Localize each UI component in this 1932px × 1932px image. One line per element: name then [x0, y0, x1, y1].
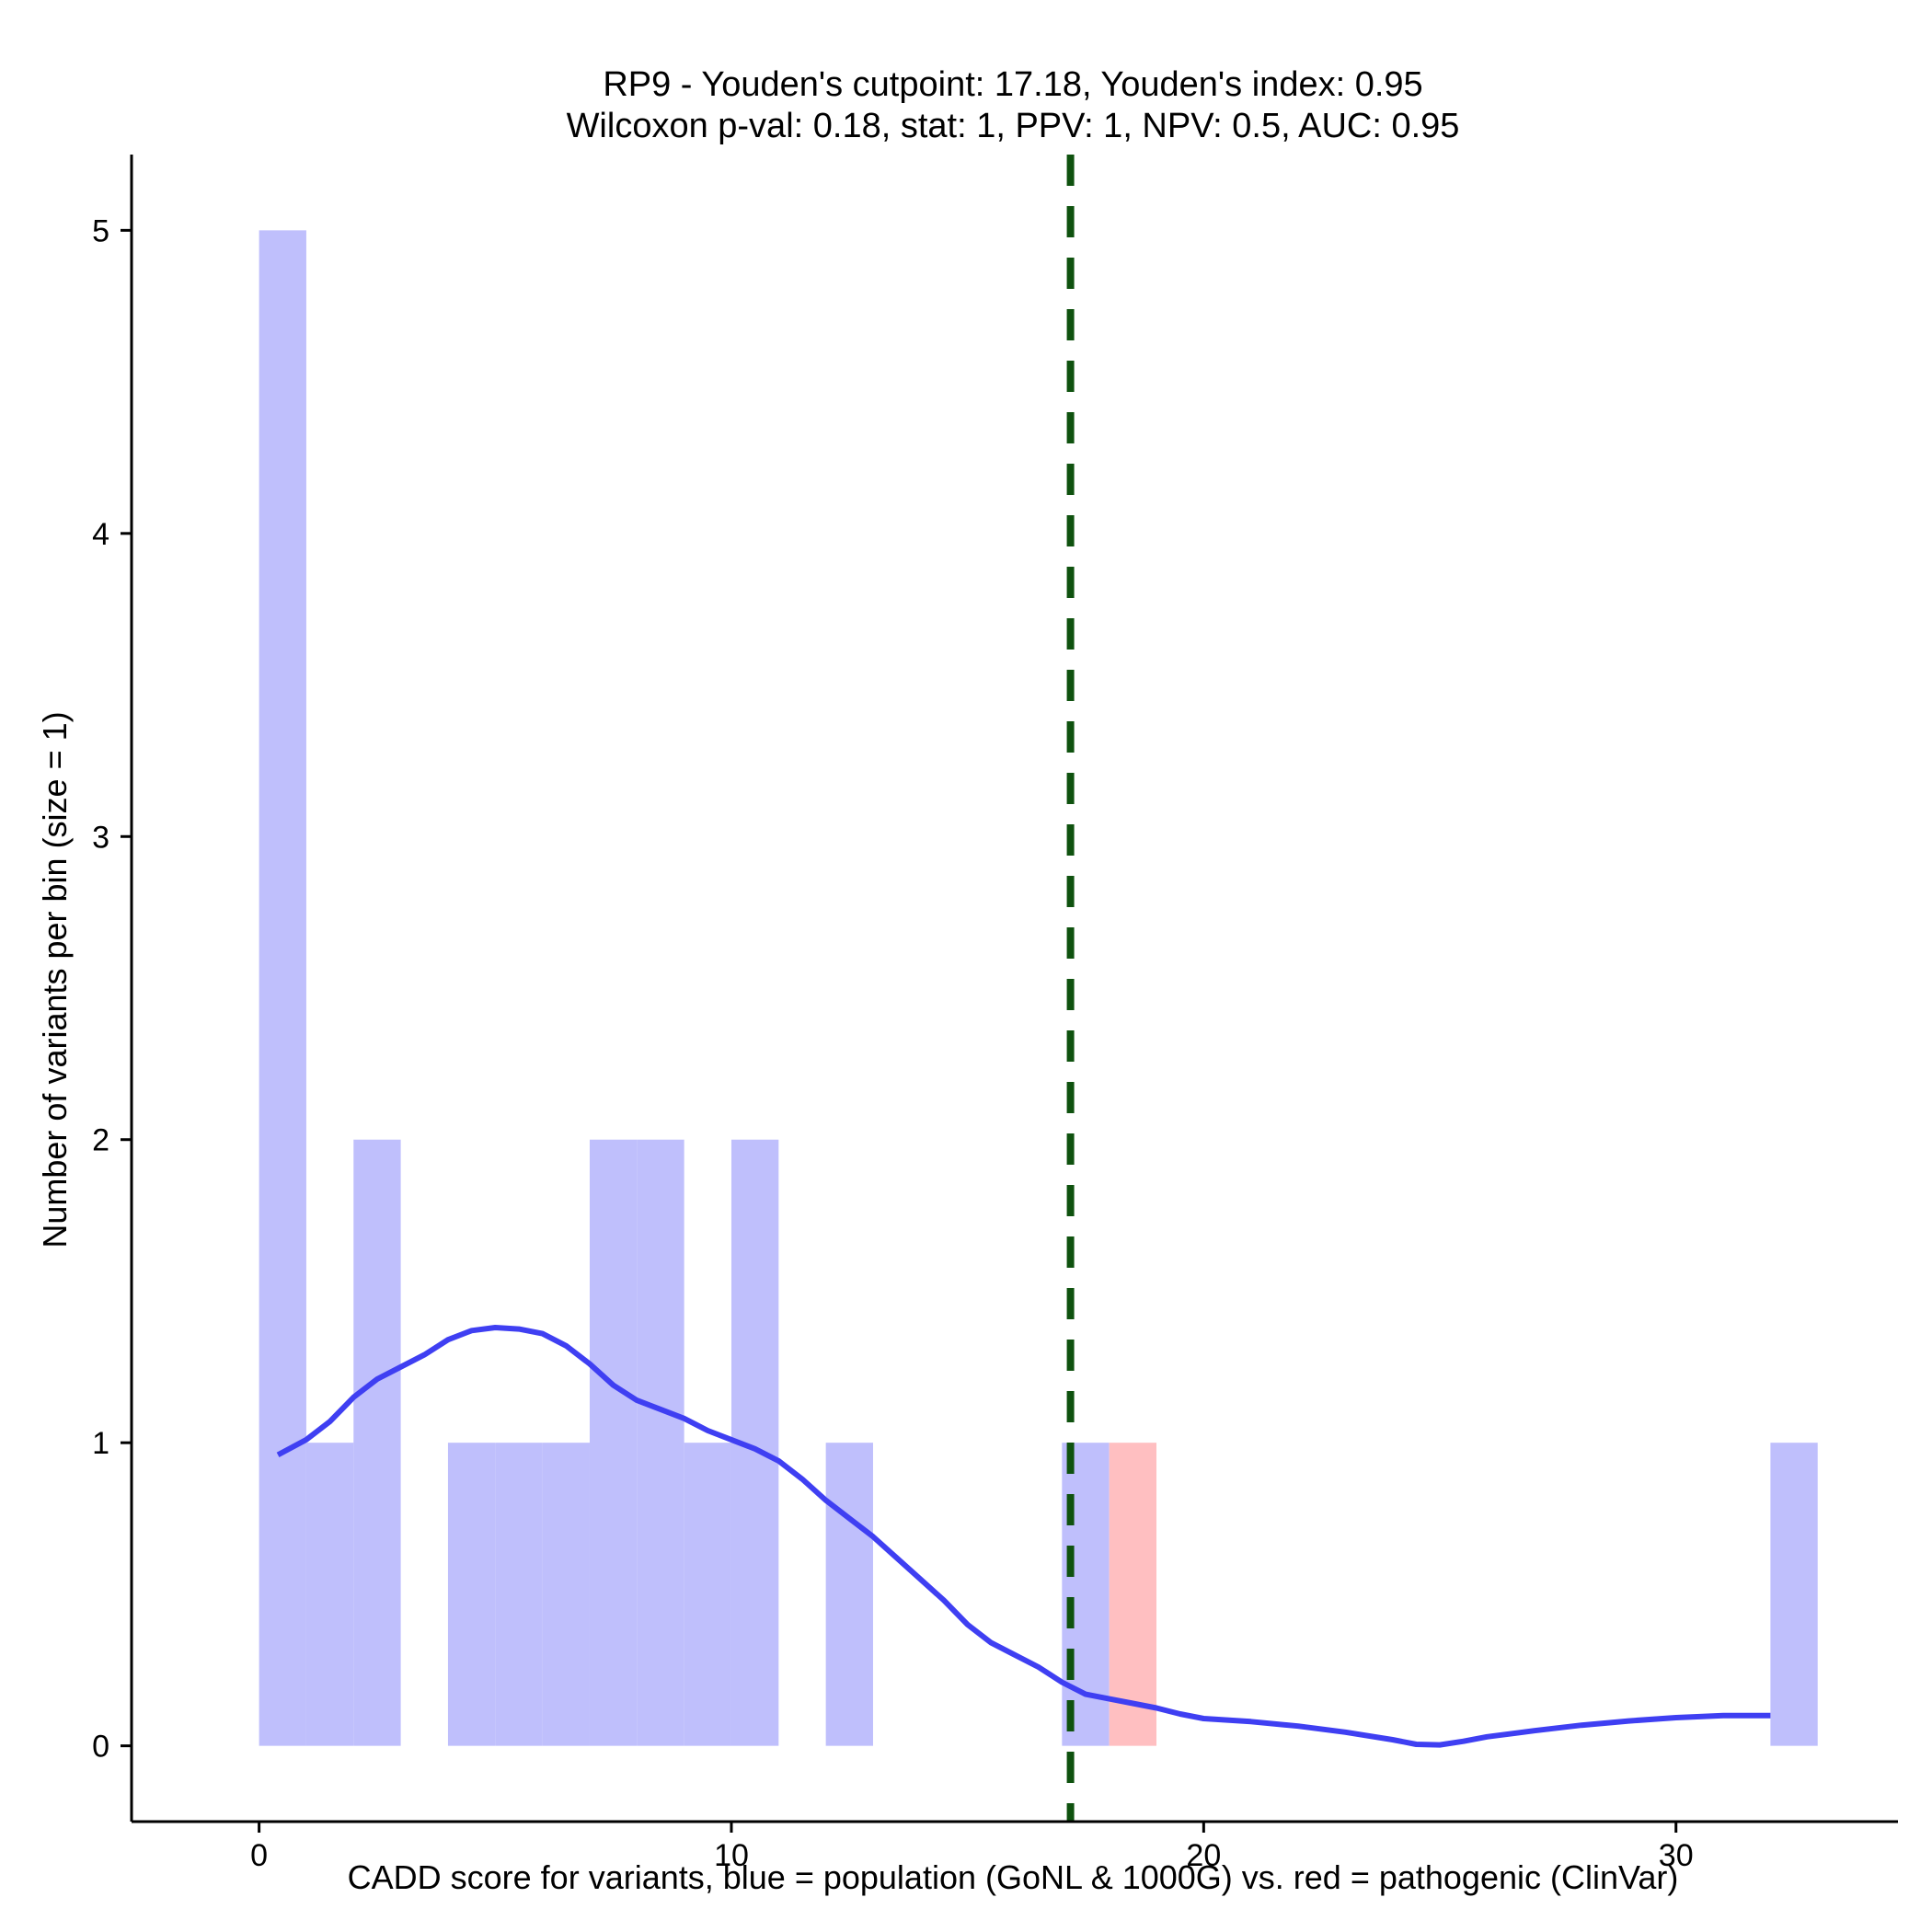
x-tick-label-20: 20 [1186, 1838, 1221, 1873]
y-tick-label-1: 1 [92, 1426, 109, 1461]
bar-population-32 [1770, 1443, 1818, 1746]
bar-population-9 [684, 1443, 731, 1746]
y-tick-label-5: 5 [92, 213, 109, 248]
chart-title-line-1: RP9 - Youden's cutpoint: 17.18, Youden's… [603, 65, 1422, 104]
y-tick-label-4: 4 [92, 517, 109, 552]
chart-title-line-2: Wilcoxon p-val: 0.18, stat: 1, PPV: 1, N… [567, 107, 1460, 145]
density-curve-layer [276, 1325, 1771, 1748]
tick-marks: 0 10 20 30 0 1 2 3 4 5 [92, 213, 1694, 1873]
y-tick-label-0: 0 [92, 1730, 109, 1765]
bar-pathogenic-18 [1109, 1443, 1157, 1746]
bar-population-7 [589, 1139, 638, 1746]
y-axis-label: Number of variants per bin (size = 1) [36, 711, 74, 1248]
x-tick-label-10: 10 [714, 1838, 749, 1873]
bar-population-4 [447, 1443, 496, 1746]
y-tick-label-3: 3 [92, 820, 109, 855]
bar-population-6 [542, 1443, 590, 1746]
bar-population-12 [825, 1443, 873, 1746]
bar-population-5 [495, 1443, 543, 1746]
x-tick-label-0: 0 [250, 1838, 268, 1873]
bar-population-1 [305, 1443, 354, 1746]
x-axis-label: CADD score for variants, blue = populati… [348, 1858, 1679, 1896]
y-tick-label-2: 2 [92, 1123, 109, 1158]
bar-population-8 [637, 1139, 684, 1746]
x-tick-label-30: 30 [1659, 1838, 1694, 1873]
bar-population-2 [353, 1139, 401, 1746]
histogram-bars [259, 230, 1818, 1746]
axes [130, 155, 1898, 1823]
density-curve [276, 1325, 1771, 1748]
bar-population-0 [259, 230, 306, 1746]
